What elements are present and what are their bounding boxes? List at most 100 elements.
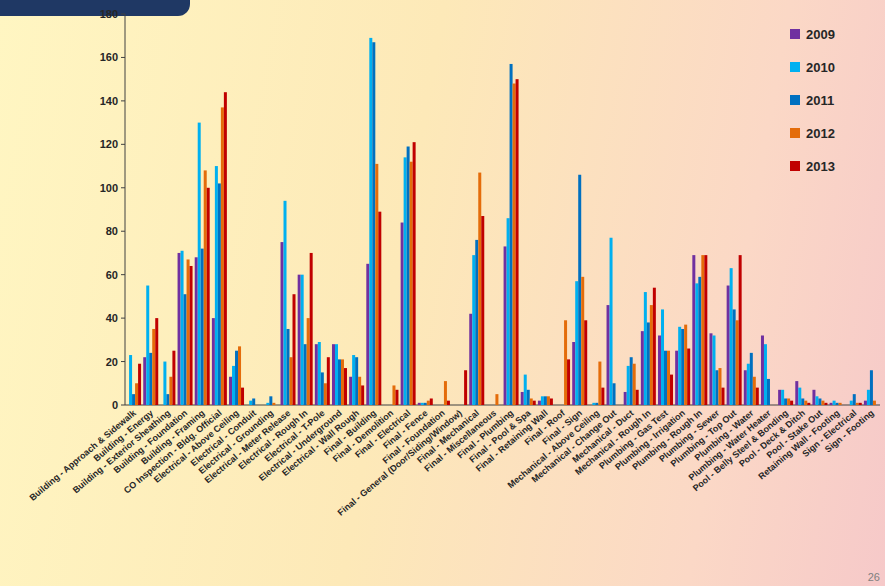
bar	[246, 405, 249, 406]
bar	[366, 264, 369, 405]
bar	[155, 318, 158, 405]
header-tab	[0, 0, 190, 16]
bar	[166, 394, 169, 405]
bar	[263, 405, 266, 406]
bar	[392, 385, 395, 405]
bar	[613, 383, 616, 405]
bar	[321, 372, 324, 405]
bar	[595, 403, 598, 405]
bar	[126, 405, 129, 406]
bar	[455, 405, 458, 406]
page-number: 26	[868, 571, 880, 583]
bar	[524, 375, 527, 405]
bar	[727, 286, 730, 405]
bar	[332, 344, 335, 405]
bar	[375, 164, 378, 405]
bar	[421, 403, 424, 405]
bar	[452, 405, 455, 406]
bar	[135, 383, 138, 405]
bar	[839, 403, 842, 405]
bar	[293, 294, 296, 405]
bar	[704, 255, 707, 405]
bar	[661, 309, 664, 405]
bar	[315, 344, 318, 405]
y-tick	[121, 57, 125, 58]
bar	[575, 281, 578, 405]
bar	[138, 364, 141, 405]
bar	[169, 377, 172, 405]
bar	[619, 405, 622, 406]
bar	[464, 370, 467, 405]
y-tick	[121, 405, 125, 406]
bar	[143, 357, 146, 405]
y-tick-label: 180	[100, 8, 118, 20]
bar	[255, 405, 258, 406]
bar	[475, 240, 478, 405]
bar	[784, 398, 787, 405]
bar	[510, 64, 513, 405]
bar	[178, 253, 181, 405]
chart: 020406080100120140160180Building - Appro…	[0, 0, 885, 586]
bar	[818, 398, 821, 405]
bar	[461, 405, 464, 406]
bar	[770, 405, 773, 406]
bar	[876, 405, 879, 406]
y-tick-label: 100	[100, 182, 118, 194]
bar	[249, 401, 252, 405]
bar	[481, 216, 484, 405]
bar	[513, 84, 516, 405]
bar	[318, 342, 321, 405]
y-tick-label: 140	[100, 95, 118, 107]
bar	[842, 405, 845, 406]
bar	[516, 79, 519, 405]
bar	[472, 255, 475, 405]
bar	[181, 251, 184, 405]
x-tick-label: Sign - Footing	[823, 408, 876, 455]
bar	[187, 259, 190, 405]
bar	[218, 183, 221, 405]
bar	[160, 405, 163, 406]
bar	[447, 401, 450, 405]
bar	[338, 359, 341, 405]
bar	[601, 388, 604, 405]
bar	[204, 170, 207, 405]
bar	[395, 390, 398, 405]
bar	[458, 405, 461, 406]
bar	[252, 398, 255, 405]
bar	[833, 401, 836, 405]
y-tick	[121, 14, 125, 15]
bar	[418, 403, 421, 405]
bar	[389, 405, 392, 406]
bar	[544, 396, 547, 405]
bar	[521, 392, 524, 405]
bar	[667, 351, 670, 405]
bar	[489, 405, 492, 406]
bar	[692, 255, 695, 405]
bar	[224, 92, 227, 405]
bar	[598, 362, 601, 405]
y-tick-label: 0	[112, 399, 118, 411]
bar	[266, 403, 269, 405]
bar	[469, 314, 472, 405]
bar	[561, 405, 564, 406]
x-tick-label: Final - General (Door/Siding/Window)	[336, 408, 464, 518]
legend-label: 2012	[806, 126, 835, 141]
bar	[589, 405, 592, 406]
bar	[795, 381, 798, 405]
bar	[441, 405, 444, 406]
bar	[836, 403, 839, 405]
bar	[644, 292, 647, 405]
bar	[129, 355, 132, 405]
bar	[753, 377, 756, 405]
legend-swatch	[790, 95, 800, 105]
bar	[853, 394, 856, 405]
bar	[533, 401, 536, 405]
bar	[284, 201, 287, 405]
bar	[670, 375, 673, 405]
bar	[781, 390, 784, 405]
bar	[341, 359, 344, 405]
y-tick-label: 80	[106, 225, 118, 237]
bar	[624, 392, 627, 405]
y-tick-label: 20	[106, 356, 118, 368]
bar	[281, 242, 284, 405]
